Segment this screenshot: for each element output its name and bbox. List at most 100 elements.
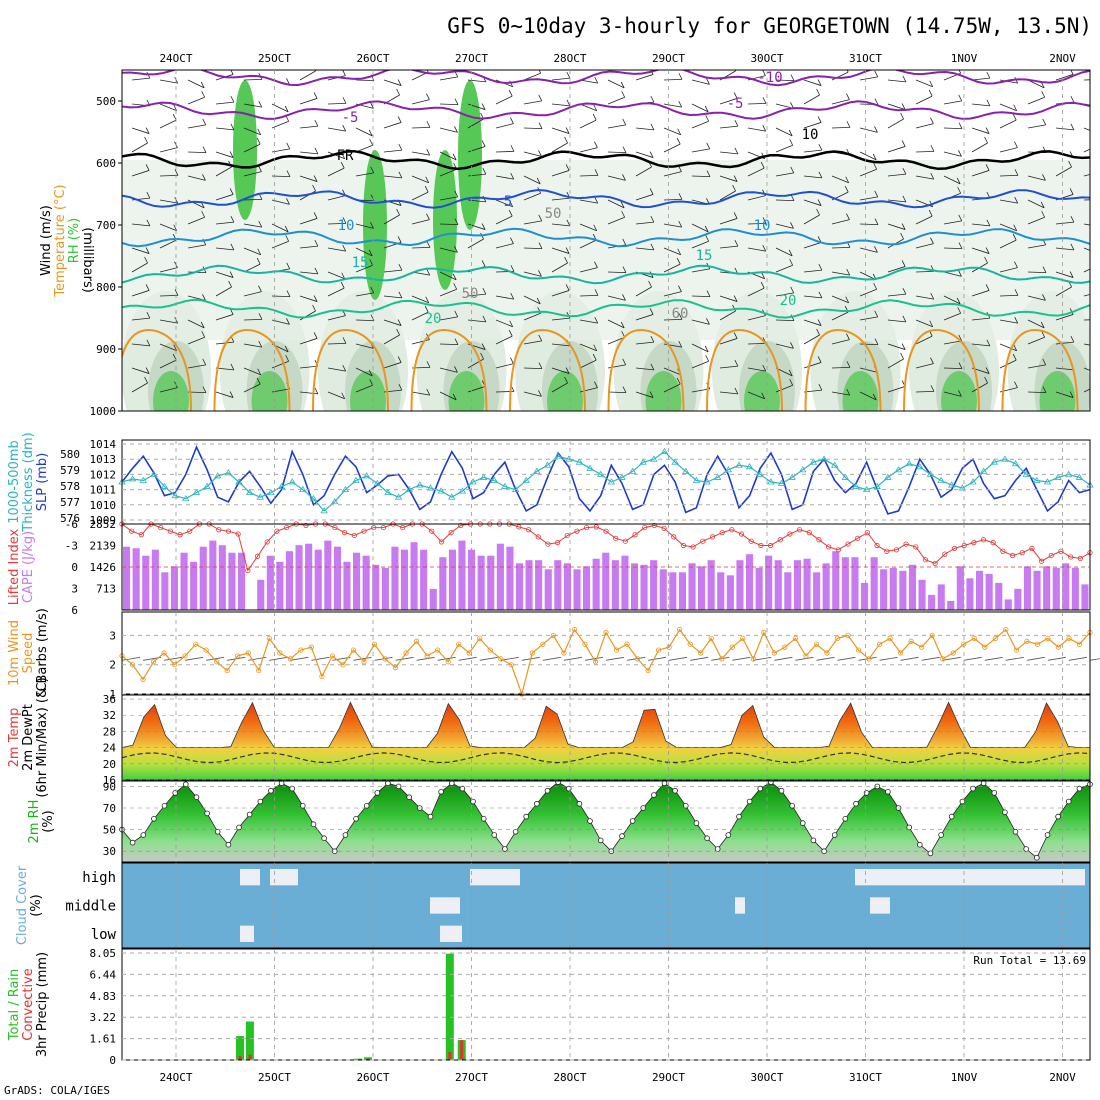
precip-conv-bar <box>238 1056 242 1060</box>
wind-barb-flag <box>650 123 655 131</box>
wind-barb-flag <box>818 291 823 299</box>
wind-barb <box>803 175 822 179</box>
date-label-bottom: 25OCT <box>258 1071 291 1084</box>
rh2m-point <box>565 785 572 792</box>
wind-barb <box>355 367 373 377</box>
lifted-line-point <box>225 528 232 534</box>
wind-barb <box>1083 367 1090 371</box>
wind-barb <box>383 269 402 273</box>
wind-barb <box>831 126 851 129</box>
wind-barb-flag <box>229 151 234 158</box>
wind-barb-flag <box>369 259 374 266</box>
wind-barb <box>803 94 820 105</box>
wind-barb-flag <box>370 166 375 174</box>
wind-barb <box>439 343 459 346</box>
lifted-line-point <box>806 529 812 536</box>
thickness-line-point <box>203 482 211 489</box>
wind-barb-flag <box>510 265 515 272</box>
wind-barb-flag <box>341 272 346 279</box>
thickness-line-point <box>830 461 839 468</box>
lifted-line-point <box>980 537 987 543</box>
wind-barb-flag <box>985 247 990 254</box>
wind-barb-flag <box>398 263 403 271</box>
wind-barb-flag <box>370 314 375 321</box>
wind-barb <box>551 127 570 134</box>
wind-barb-flag <box>286 170 291 177</box>
wind-barb <box>635 74 654 81</box>
lifted-line-point <box>622 538 628 544</box>
wind10-line-point <box>298 647 304 653</box>
rh2m-point <box>821 848 827 854</box>
cape-bar <box>631 563 639 610</box>
rh-tick: 90 <box>103 780 116 793</box>
lifted-line-point <box>554 540 561 546</box>
wind-barb-flag <box>538 362 543 369</box>
rh2m-point <box>991 790 998 796</box>
wind-barb <box>411 311 429 321</box>
wind-barb-flag <box>874 126 878 133</box>
wind-barb <box>439 316 458 321</box>
wind-barb-flag <box>901 103 906 110</box>
thickness-line-point <box>639 458 647 465</box>
wind-barb <box>159 103 177 112</box>
thickness-line-point <box>905 459 913 467</box>
cape-bar <box>861 582 869 610</box>
wind-barb <box>215 194 234 201</box>
wind-barb <box>943 391 962 397</box>
wind-barb <box>159 294 179 297</box>
thickness-line-point <box>1043 478 1052 485</box>
wind-barb <box>215 367 234 371</box>
wind-barb-flag <box>566 99 571 107</box>
wind-barb-flag <box>426 388 431 396</box>
wind-barb-flag <box>144 376 148 384</box>
wind-barb-flag <box>622 146 627 153</box>
cape-bar <box>774 560 782 610</box>
wind-barb <box>887 266 906 273</box>
wind10-line-point <box>319 673 325 680</box>
thickness-line-point <box>1033 476 1041 483</box>
wind-barb <box>719 218 738 225</box>
cape-bar <box>1033 570 1041 610</box>
pressure-tick: 600 <box>96 157 116 170</box>
wind10-barb <box>121 656 141 661</box>
wind-barb <box>915 215 933 225</box>
wind10-line-point <box>308 644 314 650</box>
cloud-block-high <box>855 869 1085 886</box>
wind-barb-flag <box>426 241 431 248</box>
wind-barb-flag <box>538 122 543 129</box>
thickness-line-point <box>969 478 977 485</box>
wind-barb <box>1055 341 1074 345</box>
wind-barb-flag <box>958 390 962 397</box>
thickness-line-point <box>703 478 711 485</box>
rh2m-point <box>736 813 742 820</box>
cape-bar <box>295 545 303 610</box>
wind-barb <box>1027 96 1045 105</box>
wind-barb <box>803 242 822 249</box>
rh2m-point <box>970 785 976 792</box>
lifted-line-point <box>1048 552 1054 559</box>
thickness-line-point <box>671 458 679 465</box>
slp-tick: 1010 <box>90 499 117 512</box>
wind-barb <box>579 174 599 177</box>
rh-core <box>363 150 387 300</box>
wind-barb <box>691 175 711 178</box>
wind-barb <box>523 271 542 277</box>
wind-barb <box>943 151 962 157</box>
wind-barb <box>299 98 318 105</box>
wind10-line-point <box>898 650 904 656</box>
lifted-line-point <box>777 537 783 543</box>
wind-barb <box>915 79 933 88</box>
wind-barb-flag <box>508 89 513 97</box>
wind-barb-flag <box>678 100 683 108</box>
wind-barb-flag <box>1070 215 1075 223</box>
wind-barb <box>327 127 346 132</box>
wind-barb-flag <box>985 127 990 134</box>
isotherm-loop <box>1001 329 1079 411</box>
thickness-line-point <box>628 467 637 474</box>
wind-barb-flag <box>454 338 459 345</box>
wind-barb-flag <box>874 310 879 318</box>
wind-barb <box>663 383 681 393</box>
wind10-line-point <box>613 647 620 653</box>
isotherm-loop <box>903 329 980 411</box>
rh2m-point <box>172 790 179 796</box>
